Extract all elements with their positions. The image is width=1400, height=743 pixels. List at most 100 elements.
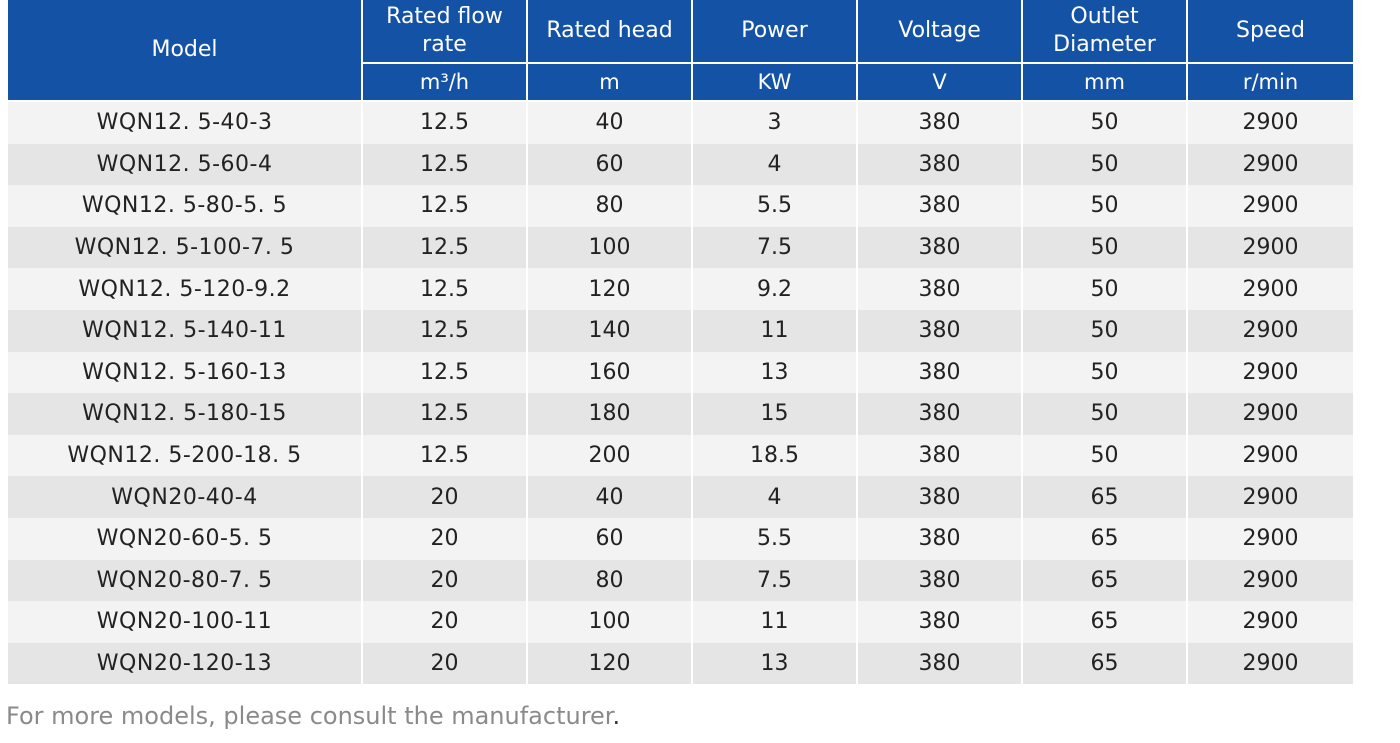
- cell-speed: 2900: [1188, 226, 1353, 269]
- header-outlet: Outlet Diameter: [1023, 0, 1188, 64]
- cell-power: 5.5: [693, 517, 858, 560]
- cell-power: 7.5: [693, 559, 858, 602]
- cell-outlet: 50: [1023, 185, 1188, 227]
- cell-outlet: 50: [1023, 309, 1188, 352]
- header-head: Rated head: [528, 0, 693, 64]
- cell-flow: 12.5: [363, 351, 528, 394]
- unit-voltage: V: [858, 64, 1023, 102]
- cell-model: WQN12. 5-40-3: [8, 102, 363, 144]
- cell-power: 3: [693, 102, 858, 144]
- cell-flow: 20: [363, 601, 528, 643]
- cell-voltage: 380: [858, 434, 1023, 477]
- cell-outlet: 50: [1023, 351, 1188, 394]
- cell-voltage: 380: [858, 601, 1023, 643]
- cell-model: WQN20-80-7. 5: [8, 559, 363, 602]
- cell-outlet: 65: [1023, 601, 1188, 643]
- cell-voltage: 380: [858, 351, 1023, 394]
- cell-flow: 12.5: [363, 268, 528, 310]
- cell-model: WQN20-60-5. 5: [8, 517, 363, 560]
- cell-power: 15: [693, 393, 858, 435]
- cell-speed: 2900: [1188, 642, 1353, 685]
- cell-flow: 12.5: [363, 185, 528, 227]
- header-power: Power: [693, 0, 858, 64]
- cell-flow: 12.5: [363, 434, 528, 477]
- cell-outlet: 65: [1023, 517, 1188, 560]
- cell-speed: 2900: [1188, 517, 1353, 560]
- cell-model: WQN12. 5-60-4: [8, 143, 363, 186]
- cell-power: 11: [693, 309, 858, 352]
- unit-power: KW: [693, 64, 858, 102]
- cell-head: 180: [528, 393, 693, 435]
- cell-flow: 12.5: [363, 393, 528, 435]
- cell-model: WQN12. 5-180-15: [8, 393, 363, 435]
- cell-power: 13: [693, 351, 858, 394]
- table-row: WQN20-80-7. 5 20 80 7.5 380 65 2900: [8, 559, 1353, 602]
- cell-flow: 20: [363, 476, 528, 518]
- unit-speed: r/min: [1188, 64, 1353, 102]
- footnote: For more models, please consult the manu…: [6, 702, 620, 730]
- cell-flow: 12.5: [363, 226, 528, 269]
- cell-power: 18.5: [693, 434, 858, 477]
- cell-head: 100: [528, 601, 693, 643]
- cell-voltage: 380: [858, 268, 1023, 310]
- cell-outlet: 50: [1023, 268, 1188, 310]
- cell-flow: 12.5: [363, 143, 528, 186]
- cell-outlet: 50: [1023, 143, 1188, 186]
- cell-speed: 2900: [1188, 268, 1353, 310]
- cell-head: 140: [528, 309, 693, 352]
- cell-power: 7.5: [693, 226, 858, 269]
- cell-head: 80: [528, 559, 693, 602]
- cell-outlet: 65: [1023, 476, 1188, 518]
- cell-head: 60: [528, 143, 693, 186]
- cell-speed: 2900: [1188, 102, 1353, 144]
- cell-model: WQN12. 5-100-7. 5: [8, 226, 363, 269]
- table-row: WQN20-60-5. 5 20 60 5.5 380 65 2900: [8, 517, 1353, 560]
- cell-outlet: 50: [1023, 393, 1188, 435]
- cell-voltage: 380: [858, 642, 1023, 685]
- table-row: WQN20-40-4 20 40 4 380 65 2900: [8, 476, 1353, 518]
- cell-power: 13: [693, 642, 858, 685]
- cell-speed: 2900: [1188, 393, 1353, 435]
- cell-outlet: 50: [1023, 434, 1188, 477]
- cell-outlet: 65: [1023, 642, 1188, 685]
- cell-speed: 2900: [1188, 185, 1353, 227]
- unit-row: m³/h m KW V mm r/min: [8, 64, 1353, 102]
- cell-power: 11: [693, 601, 858, 643]
- cell-voltage: 380: [858, 476, 1023, 518]
- cell-flow: 20: [363, 517, 528, 560]
- cell-voltage: 380: [858, 559, 1023, 602]
- cell-voltage: 380: [858, 393, 1023, 435]
- table-row: WQN12. 5-180-15 12.5 180 15 380 50 2900: [8, 393, 1353, 435]
- cell-speed: 2900: [1188, 351, 1353, 394]
- header-voltage: Voltage: [858, 0, 1023, 64]
- table-row: WQN12. 5-40-3 12.5 40 3 380 50 2900: [8, 102, 1353, 144]
- cell-voltage: 380: [858, 185, 1023, 227]
- cell-speed: 2900: [1188, 559, 1353, 602]
- table-row: WQN20-100-11 20 100 11 380 65 2900: [8, 601, 1353, 643]
- cell-head: 40: [528, 476, 693, 518]
- cell-model: WQN20-40-4: [8, 476, 363, 518]
- cell-model: WQN20-100-11: [8, 601, 363, 643]
- cell-speed: 2900: [1188, 143, 1353, 186]
- cell-head: 100: [528, 226, 693, 269]
- cell-voltage: 380: [858, 143, 1023, 186]
- table-row: WQN12. 5-120-9.2 12.5 120 9.2 380 50 2900: [8, 268, 1353, 310]
- cell-head: 200: [528, 434, 693, 477]
- cell-voltage: 380: [858, 226, 1023, 269]
- cell-outlet: 65: [1023, 559, 1188, 602]
- table-row: WQN20-120-13 20 120 13 380 65 2900: [8, 642, 1353, 685]
- table-row: WQN12. 5-140-11 12.5 140 11 380 50 2900: [8, 309, 1353, 352]
- header-speed: Speed: [1188, 0, 1353, 64]
- cell-outlet: 50: [1023, 226, 1188, 269]
- spec-table: Model Rated flow rate Rated head Power V…: [8, 0, 1353, 685]
- cell-model: WQN12. 5-80-5. 5: [8, 185, 363, 227]
- cell-model: WQN20-120-13: [8, 642, 363, 685]
- cell-model: WQN12. 5-160-13: [8, 351, 363, 394]
- cell-outlet: 50: [1023, 102, 1188, 144]
- cell-head: 160: [528, 351, 693, 394]
- footnote-period: .: [612, 702, 621, 730]
- cell-model: WQN12. 5-200-18. 5: [8, 434, 363, 477]
- cell-voltage: 380: [858, 102, 1023, 144]
- cell-model: WQN12. 5-140-11: [8, 309, 363, 352]
- unit-flow: m³/h: [363, 64, 528, 102]
